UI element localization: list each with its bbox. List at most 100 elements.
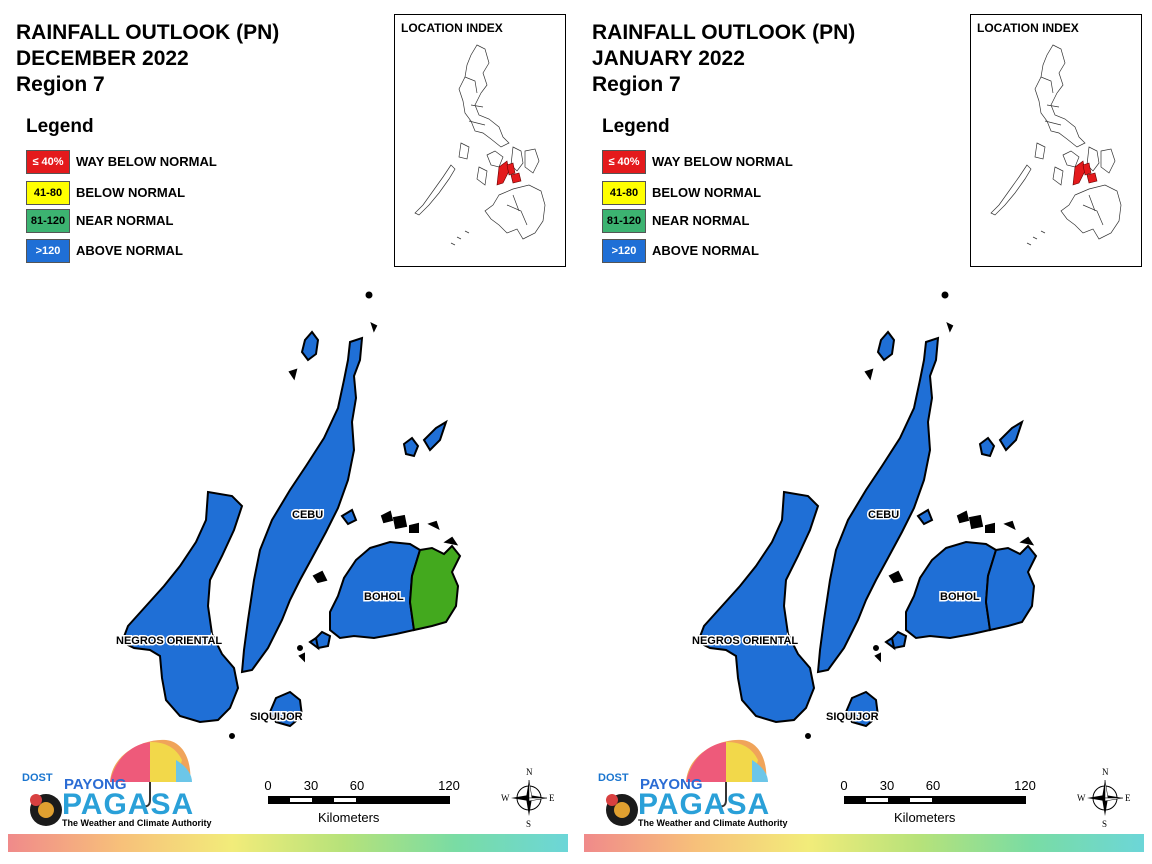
umbrella-icon	[30, 739, 192, 826]
compass-rose-icon: N S E W	[501, 767, 555, 828]
legend-title: Legend	[26, 116, 94, 137]
region-7-highlight	[1072, 160, 1086, 186]
bohol-east	[408, 544, 462, 632]
islands-group	[120, 291, 462, 739]
compass-e: E	[549, 793, 555, 803]
title-line-2: JANUARY 2022	[592, 47, 745, 70]
label-cebu: CEBU	[868, 509, 899, 521]
legend-swatch: 41-80	[602, 181, 646, 205]
negros-oriental-island	[696, 490, 820, 724]
siquijor-island	[844, 690, 880, 728]
legend-label: ABOVE NORMAL	[652, 243, 759, 258]
outlook-panel-january: RAINFALL OUTLOOK (PN) JANUARY 2022 Regio…	[576, 0, 1152, 864]
label-bohol: BOHOL	[940, 591, 980, 603]
bohol-east	[984, 544, 1038, 632]
pagasa-text: PAGASA	[62, 788, 195, 821]
legend-label: BELOW NORMAL	[652, 185, 762, 200]
philippines-outline-map	[990, 44, 1122, 246]
location-index-title: LOCATION INDEX	[977, 21, 1079, 35]
label-negros-oriental: NEGROS ORIENTAL	[692, 635, 798, 647]
label-cebu: CEBU	[292, 509, 323, 521]
legend-swatch: 81-120	[26, 209, 70, 233]
legend-label: NEAR NORMAL	[76, 213, 174, 228]
title-line-1: RAINFALL OUTLOOK (PN)	[16, 21, 280, 44]
compass-e: E	[1125, 793, 1131, 803]
legend-item-below: 41-80 BELOW NORMAL	[26, 181, 286, 205]
title-line-1: RAINFALL OUTLOOK (PN)	[592, 21, 856, 44]
pagasa-logo: DOST PAYONG PAGASA The Weather and Clima…	[16, 738, 212, 834]
legend-item-above: >120 ABOVE NORMAL	[602, 239, 862, 263]
legend-swatch: 41-80	[26, 181, 70, 205]
payong-text: PAYONG	[640, 776, 703, 793]
legend-swatch: ≤ 40%	[602, 150, 646, 174]
camotes-islet-1	[978, 436, 996, 458]
location-index-title: LOCATION INDEX	[401, 21, 503, 35]
tagline-text: The Weather and Climate Authority	[638, 818, 788, 828]
scale-tick: 120	[1014, 778, 1036, 793]
legend-item-below: 41-80 BELOW NORMAL	[602, 181, 862, 205]
cebu-island	[816, 336, 940, 674]
islet-north-1	[876, 330, 896, 362]
compass-s: S	[526, 819, 531, 828]
bohol-west	[905, 540, 998, 640]
camotes-islet-2	[998, 419, 1024, 452]
camotes-islet-1	[402, 436, 420, 458]
negros-oriental-island	[120, 490, 244, 724]
dost-text: DOST	[22, 772, 53, 784]
legend-swatch: >120	[602, 239, 646, 263]
legend-swatch: ≤ 40%	[26, 150, 70, 174]
compass-w: W	[1077, 793, 1086, 803]
compass-n: N	[526, 767, 533, 777]
scale-unit: Kilometers	[318, 810, 380, 825]
outlook-panel-december: RAINFALL OUTLOOK (PN) DECEMBER 2022 Regi…	[8, 14, 568, 852]
legend-item-above: >120 ABOVE NORMAL	[26, 239, 286, 263]
location-index-box: LOCATION INDEX	[970, 14, 1142, 267]
scale-bar: 0 30 60 120 Kilometers	[260, 778, 470, 828]
legend-title: Legend	[602, 116, 670, 137]
legend-swatch: 81-120	[602, 209, 646, 233]
region-7-map: CEBU BOHOL NEGROS ORIENTAL SIQUIJOR	[115, 291, 462, 739]
scale-tick: 30	[879, 778, 895, 793]
title-line-3: Region 7	[16, 73, 105, 96]
map-title: RAINFALL OUTLOOK (PN) DECEMBER 2022 Regi…	[16, 20, 279, 98]
label-bohol: BOHOL	[364, 591, 404, 603]
scale-bar: 0 30 60 120 Kilometers	[836, 778, 1046, 828]
umbrella-icon	[606, 739, 768, 826]
camotes-islet-2	[422, 419, 448, 452]
label-negros-oriental: NEGROS ORIENTAL	[116, 635, 222, 647]
scale-tick: 0	[264, 778, 272, 793]
region-7-highlight	[496, 160, 510, 186]
pagasa-logo: DOST PAYONG PAGASA The Weather and Clima…	[592, 738, 788, 834]
siquijor-island	[268, 690, 304, 728]
scale-tick: 60	[925, 778, 941, 793]
region-7-map: CEBU BOHOL NEGROS ORIENTAL SIQUIJOR	[691, 291, 1038, 739]
map-title: RAINFALL OUTLOOK (PN) JANUARY 2022 Regio…	[592, 20, 855, 98]
legend-label: WAY BELOW NORMAL	[76, 154, 217, 169]
compass-rose-icon: N S E W	[1077, 767, 1131, 828]
tagline-text: The Weather and Climate Authority	[62, 818, 212, 828]
legend-label: WAY BELOW NORMAL	[652, 154, 793, 169]
title-line-2: DECEMBER 2022	[16, 47, 189, 70]
legend-swatch: >120	[26, 239, 70, 263]
footer-color-bar	[584, 834, 1144, 852]
compass-n: N	[1102, 767, 1109, 777]
dost-text: DOST	[598, 772, 629, 784]
payong-text: PAYONG	[64, 776, 127, 793]
legend-item-near: 81-120 NEAR NORMAL	[602, 209, 862, 233]
legend-item-way-below: ≤ 40% WAY BELOW NORMAL	[602, 150, 862, 174]
footer-color-bar	[8, 834, 568, 852]
compass-s: S	[1102, 819, 1107, 828]
label-siquijor: SIQUIJOR	[826, 711, 879, 723]
bohol-west	[329, 540, 422, 640]
legend-item-near: 81-120 NEAR NORMAL	[26, 209, 286, 233]
scale-bar-graphic	[844, 796, 1026, 804]
scale-tick: 120	[438, 778, 460, 793]
scale-bar-graphic	[268, 796, 450, 804]
philippines-outline-map	[414, 44, 546, 246]
compass-w: W	[501, 793, 510, 803]
islet-north-1	[300, 330, 320, 362]
legend-label: BELOW NORMAL	[76, 185, 186, 200]
scale-tick: 30	[303, 778, 319, 793]
legend-label: ABOVE NORMAL	[76, 243, 183, 258]
islands-group	[696, 291, 1038, 739]
